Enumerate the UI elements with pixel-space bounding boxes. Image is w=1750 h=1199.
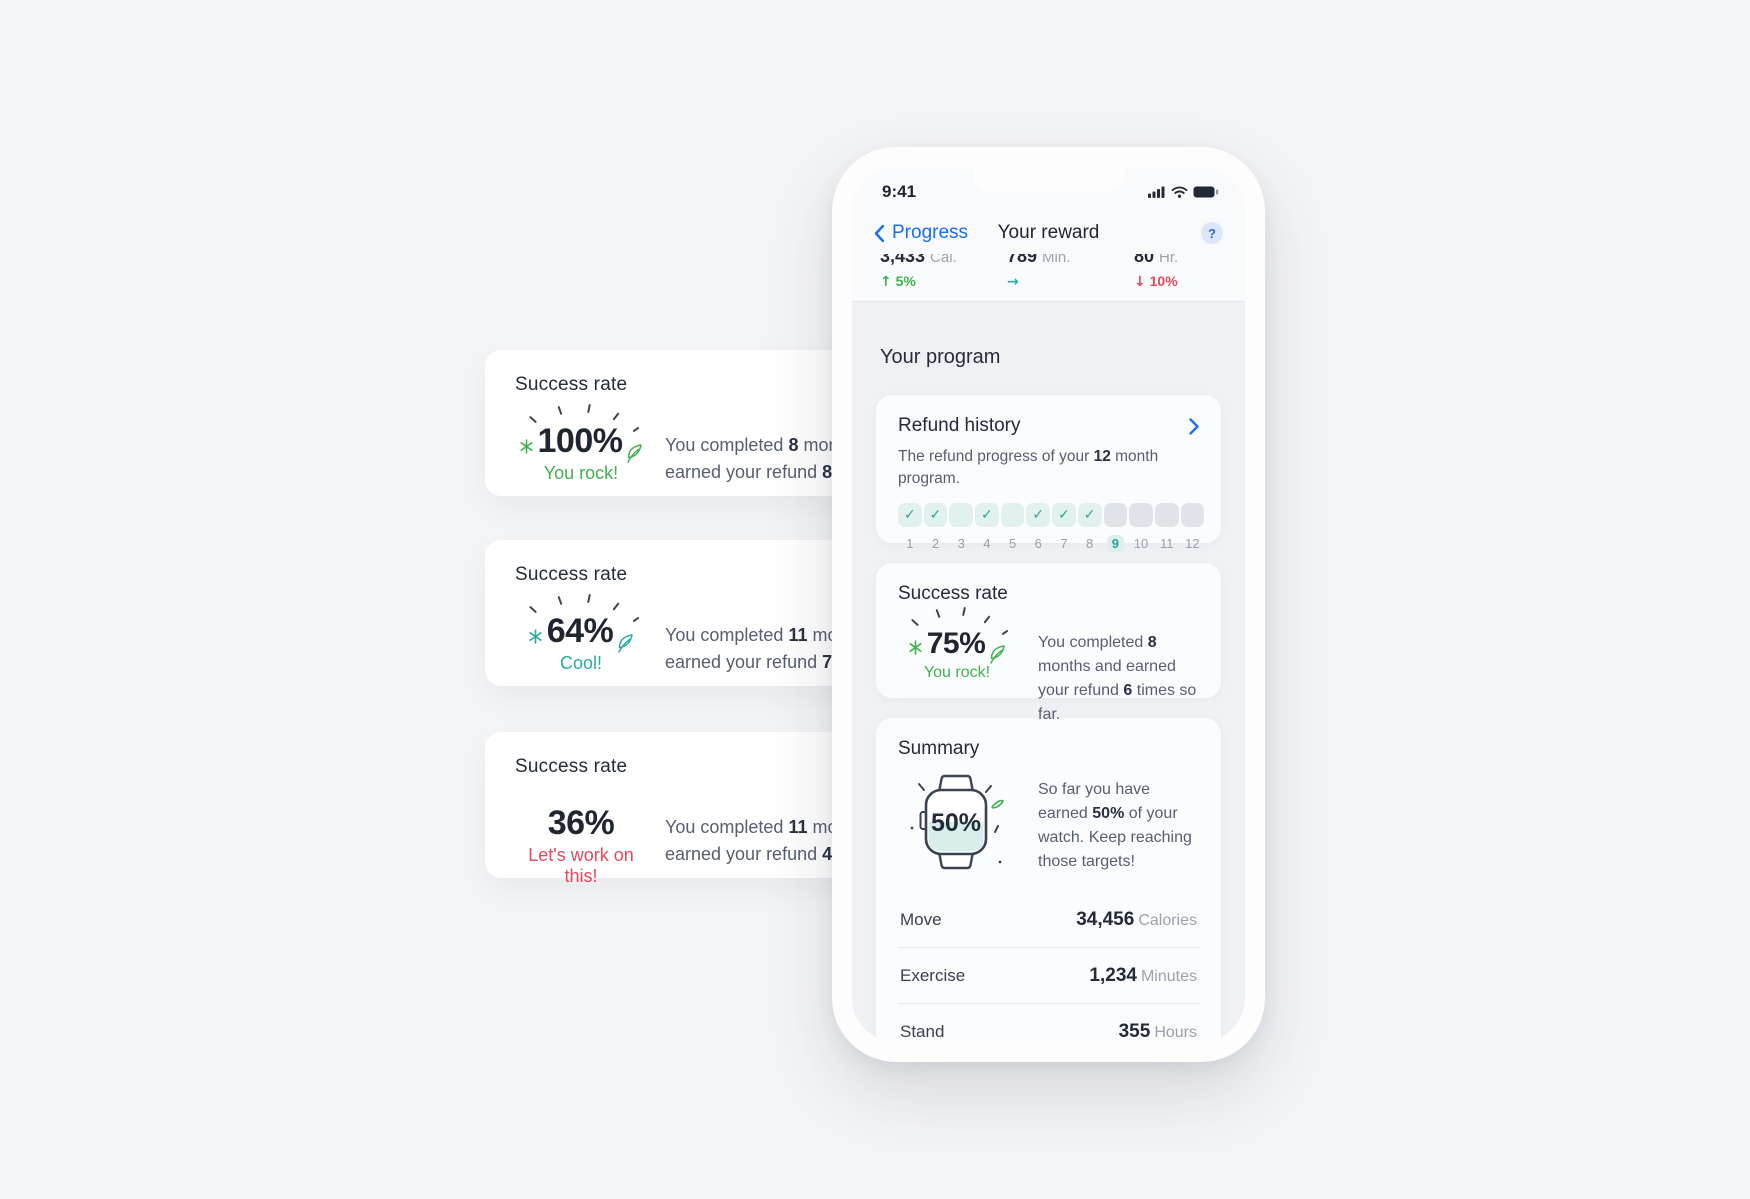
status-icons xyxy=(1148,186,1219,198)
leaf-icon xyxy=(618,634,634,653)
rays-decoration xyxy=(525,593,640,623)
chevron-left-icon xyxy=(874,224,885,242)
cellular-signal-icon xyxy=(1148,186,1165,198)
month-number-6: 6 xyxy=(1034,536,1042,552)
sparkle-icon xyxy=(909,640,922,655)
help-icon: ? xyxy=(1208,225,1216,241)
percent-value: 36% xyxy=(547,804,615,842)
month-box-8-checked: ✓ xyxy=(1077,503,1102,528)
phone-mockup: 9:41 xyxy=(832,147,1265,1062)
summary-card: Summary xyxy=(876,718,1221,1042)
leaf-icon xyxy=(990,645,1006,664)
stats-row: 3,433 Cal. ↑ 5% 789 Min. → 80 Hr. ↓ 10% xyxy=(852,254,1245,300)
success-rate-text: You completed 8 months and earned your r… xyxy=(1038,634,1197,723)
watch-progress-icon: 50% xyxy=(898,770,1016,876)
month-box-12-future xyxy=(1180,503,1205,528)
watch-percent-label: 50% xyxy=(931,809,981,837)
month-number-4: 4 xyxy=(983,536,991,552)
top-bar-surface: 9:41 xyxy=(852,167,1245,302)
summary-row-stand: Stand 355 Hours xyxy=(898,1003,1199,1042)
month-number-1: 1 xyxy=(906,536,914,552)
percent-block: 64% Cool! xyxy=(515,593,647,676)
check-icon: ✓ xyxy=(903,507,916,524)
rays-decoration xyxy=(908,606,1009,636)
month-box-6-checked: ✓ xyxy=(1026,503,1051,528)
mood-label: You rock! xyxy=(543,463,619,483)
percent-block: 75% You rock! xyxy=(898,606,1016,682)
stat-hr: 80 Hr. ↓ 10% xyxy=(1134,254,1245,300)
refund-history-title: Refund history xyxy=(898,415,1021,436)
back-label: Progress xyxy=(892,222,969,243)
status-bar: 9:41 xyxy=(852,167,1245,211)
help-button[interactable]: ? xyxy=(1201,222,1223,244)
success-percent-block: 75% You rock! xyxy=(898,606,1016,727)
mood-label: Let's work on this! xyxy=(528,845,634,886)
stat-cal: 3,433 Cal. ↑ 5% xyxy=(880,254,1007,300)
month-box-3-missed xyxy=(949,503,974,528)
summary-row-exercise: Exercise 1,234 Minutes xyxy=(898,947,1199,1003)
month-checkbox-row: ✓ ✓ ✓ ✓ ✓ ✓ xyxy=(898,503,1205,528)
section-title: Your program xyxy=(880,346,1001,368)
month-number-3: 3 xyxy=(957,536,965,552)
mood-label: Cool! xyxy=(559,653,603,673)
month-box-4-checked: ✓ xyxy=(975,503,999,528)
success-rate-card-phone: Success rate 75% You rock! You completed… xyxy=(876,563,1221,723)
month-box-5-missed xyxy=(1000,503,1025,528)
back-button[interactable]: Progress xyxy=(874,222,968,244)
phone-notch xyxy=(972,167,1125,192)
wifi-icon xyxy=(1171,186,1188,198)
summary-row-move: Move 34,456 Calories xyxy=(900,908,1197,930)
month-box-1-checked: ✓ xyxy=(898,503,922,528)
month-number-11: 11 xyxy=(1159,536,1174,552)
sparkle-icon xyxy=(529,629,542,644)
month-number-row: 1 2 3 4 5 6 7 8 9 10 11 12 xyxy=(898,535,1200,553)
month-number-5: 5 xyxy=(1008,536,1017,552)
refund-history-subtitle: The refund progress of your 12 month pro… xyxy=(898,448,1159,487)
percent-value: 64% xyxy=(546,612,614,650)
nav-bar: Progress Your reward ? xyxy=(852,211,1245,255)
month-box-2-checked: ✓ xyxy=(923,503,948,528)
check-icon: ✓ xyxy=(929,507,942,524)
check-icon: ✓ xyxy=(1032,507,1045,524)
status-time: 9:41 xyxy=(882,182,917,201)
refund-history-card[interactable]: Refund history The refund progress of yo… xyxy=(876,395,1221,553)
sparkle-icon xyxy=(519,439,533,454)
month-number-2: 2 xyxy=(931,536,940,552)
stat-delta: → xyxy=(1007,274,1019,290)
summary-title: Summary xyxy=(898,738,980,759)
percent-value: 75% xyxy=(926,627,986,660)
percent-value: 100% xyxy=(537,422,623,460)
stat-min: 789 Min. → xyxy=(1007,254,1134,300)
stat-delta: ↑ 5% xyxy=(880,273,916,290)
check-icon: ✓ xyxy=(981,507,993,524)
month-box-7-checked: ✓ xyxy=(1052,503,1076,528)
leaf-icon xyxy=(627,444,643,463)
summary-rows: Move 34,456 Calories Exercise 1,234 Minutes… xyxy=(898,892,1199,1042)
percent-block: 36% Let's work on this! xyxy=(515,792,647,886)
battery-icon xyxy=(1193,186,1219,198)
success-rate-title: Success rate xyxy=(898,583,1008,604)
month-number-9: 9 xyxy=(1104,535,1128,553)
chevron-right-icon xyxy=(1189,417,1199,435)
month-number-8: 8 xyxy=(1086,536,1094,552)
check-icon: ✓ xyxy=(1058,507,1070,524)
card-title: Success rate xyxy=(515,756,628,777)
month-number-7: 7 xyxy=(1060,536,1068,552)
month-box-9-future xyxy=(1103,503,1128,528)
check-icon: ✓ xyxy=(1083,507,1096,524)
percent-block: 100% You rock! xyxy=(515,403,647,486)
mood-label: You rock! xyxy=(923,664,991,681)
month-number-12: 12 xyxy=(1185,536,1200,552)
card-title: Success rate xyxy=(515,564,628,585)
phone-screen: 9:41 xyxy=(852,167,1245,1042)
rays-decoration xyxy=(525,403,640,433)
card-title: Success rate xyxy=(515,374,628,395)
stat-delta: ↓ 10% xyxy=(1134,273,1178,290)
month-box-11-future xyxy=(1154,503,1179,528)
month-box-10-future xyxy=(1129,503,1153,528)
month-number-10: 10 xyxy=(1133,536,1149,552)
summary-text: So far you have earned 50% of your watch… xyxy=(1038,781,1192,870)
